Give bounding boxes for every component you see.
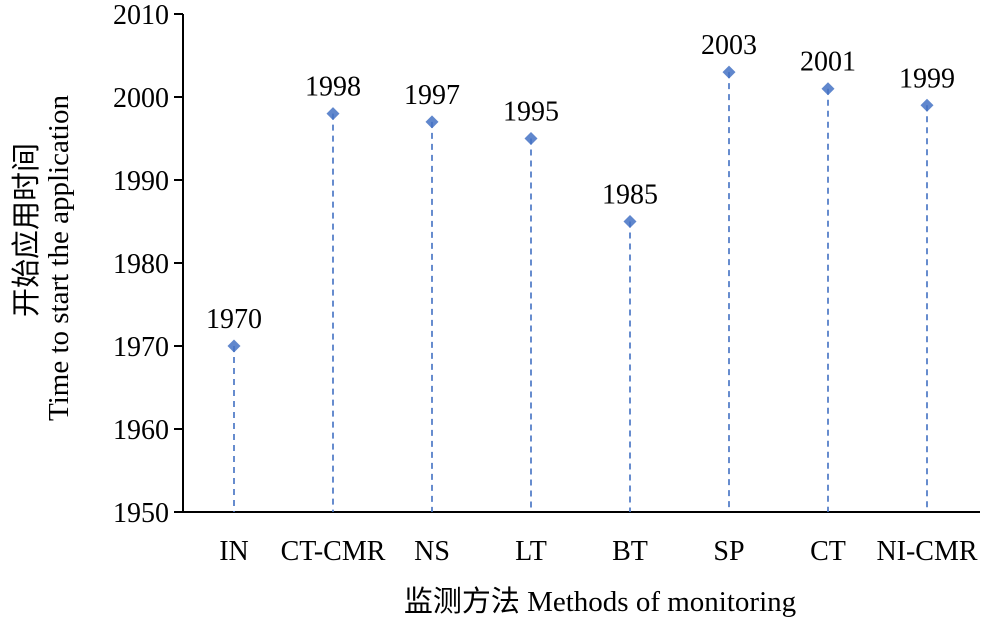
data-point: [623, 215, 637, 228]
x-axis: IN CT-CMR NS LT BT SP CT NI-CMR: [183, 511, 980, 567]
x-tick-label: BT: [612, 536, 648, 567]
y-ticks: 1950 1960 1970 1980 1990 2000 2010: [113, 0, 183, 529]
data-point: [920, 98, 934, 112]
x-tick-label: IN: [219, 536, 249, 567]
y-tick-label: 1950: [113, 498, 169, 529]
plot-area: 1970 1998 1997 1995 1985 2003 2001 1999: [206, 30, 955, 512]
data-label: 2001: [800, 47, 856, 78]
y-tick-label: 1970: [113, 332, 169, 363]
data-point: [722, 65, 736, 79]
data-label: 1999: [899, 63, 955, 94]
y-axis-title: 开始应用时间 Time to start the application: [10, 95, 75, 421]
data-label: 1995: [503, 97, 559, 128]
x-tick-label: NS: [414, 536, 450, 567]
x-tick-labels: IN CT-CMR NS LT BT SP CT NI-CMR: [219, 536, 978, 567]
y-tick-label: 2000: [113, 83, 169, 114]
data-point: [821, 82, 835, 96]
data-label: 1998: [305, 72, 361, 103]
data-point: [425, 115, 439, 129]
y-axis-title-english: Time to start the application: [43, 95, 75, 421]
x-axis-title: 监测方法 Methods of monitoring: [404, 585, 796, 618]
y-axis: 1950 1960 1970 1980 1990 2000 2010: [113, 0, 184, 529]
y-tick-label: 1990: [113, 166, 169, 197]
data-label: 1970: [206, 304, 262, 335]
y-tick-label: 2010: [113, 0, 169, 31]
y-tick-label: 1980: [113, 249, 169, 280]
x-tick-label: NI-CMR: [876, 536, 977, 567]
data-label: 2003: [701, 30, 757, 61]
data-point: [326, 107, 340, 121]
x-tick-label: LT: [515, 536, 547, 567]
x-tick-label: CT: [810, 536, 846, 567]
data-label: 1985: [602, 180, 658, 211]
y-tick-label: 1960: [113, 415, 169, 446]
data-label: 1997: [404, 80, 460, 111]
data-point: [524, 132, 538, 145]
data-point: [227, 339, 241, 353]
x-tick-label: CT-CMR: [281, 536, 386, 567]
x-tick-label: SP: [713, 536, 744, 567]
y-axis-title-chinese: 开始应用时间: [10, 143, 43, 317]
